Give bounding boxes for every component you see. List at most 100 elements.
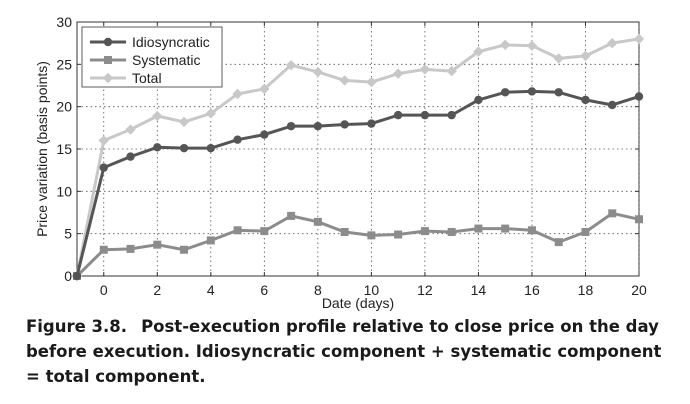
data-point-idiosyncratic — [99, 163, 108, 172]
y-tick-label: 30 — [56, 14, 72, 30]
y-tick-label: 25 — [56, 56, 72, 72]
data-point-systematic — [554, 238, 563, 247]
data-series — [71, 33, 645, 282]
x-tick-label: 8 — [314, 282, 322, 298]
data-point-systematic — [126, 244, 135, 253]
data-point-total — [580, 50, 591, 62]
data-point-total — [178, 116, 190, 128]
x-tick-label: 6 — [260, 282, 268, 298]
x-tick-label: 0 — [100, 282, 108, 298]
series-idiosyncratic — [72, 87, 644, 281]
data-point-systematic — [608, 209, 617, 218]
series-total — [71, 33, 645, 282]
data-point-systematic — [153, 240, 162, 249]
series-line-total — [75, 37, 640, 277]
data-point-systematic — [394, 230, 403, 239]
data-point-idiosyncratic — [554, 88, 563, 97]
data-point-idiosyncratic — [500, 88, 510, 97]
x-tick-label: 14 — [471, 282, 487, 298]
caption-figure-number: Figure 3.8. — [26, 317, 128, 336]
data-point-total — [259, 83, 270, 95]
data-point-total — [607, 37, 618, 49]
data-point-total — [152, 110, 163, 122]
data-point-total — [499, 39, 511, 51]
figure-caption: Figure 3.8. Post-execution profile relati… — [26, 314, 666, 389]
data-point-systematic — [635, 215, 643, 224]
data-point-idiosyncratic — [393, 110, 403, 120]
data-point-idiosyncratic — [126, 152, 135, 161]
legend: Idiosyncratic Systematic Total — [81, 26, 223, 88]
data-point-idiosyncratic — [72, 271, 82, 281]
y-tick-label: 0 — [64, 268, 72, 284]
x-tick-label: 16 — [524, 282, 540, 298]
x-tick-label: 10 — [364, 282, 380, 298]
data-point-systematic — [581, 227, 590, 236]
data-point-total — [312, 66, 324, 78]
data-point-systematic — [287, 211, 296, 220]
data-point-systematic — [340, 227, 349, 236]
series-line-systematic — [75, 211, 640, 278]
data-point-idiosyncratic — [447, 110, 456, 120]
x-tick-label: 12 — [417, 282, 433, 298]
data-point-total — [285, 59, 297, 71]
legend-marker-total — [102, 72, 114, 84]
data-point-idiosyncratic — [313, 121, 323, 131]
data-point-idiosyncratic — [206, 143, 216, 153]
data-point-systematic — [527, 226, 536, 235]
x-axis-label: Date (days) — [322, 295, 394, 311]
data-point-systematic — [367, 231, 376, 240]
y-tick-label: 10 — [56, 183, 72, 199]
data-point-total — [98, 135, 109, 146]
data-point-idiosyncratic — [608, 100, 617, 110]
data-point-total — [366, 76, 377, 88]
y-tick-label: 20 — [56, 99, 72, 115]
data-point-idiosyncratic — [233, 135, 242, 144]
data-point-total — [339, 75, 350, 86]
y-tick-label: 5 — [64, 226, 72, 242]
legend-label-idiosyncratic: Idiosyncratic — [132, 34, 210, 50]
caption-text: Post-execution profile relative to close… — [26, 317, 662, 386]
data-point-total — [526, 40, 538, 51]
legend-label-systematic: Systematic — [132, 52, 200, 68]
data-point-systematic — [260, 227, 269, 236]
data-point-total — [232, 88, 243, 100]
data-point-idiosyncratic — [527, 87, 537, 96]
data-point-idiosyncratic — [179, 143, 189, 153]
y-tick-label: 15 — [56, 141, 72, 157]
legend-marker-systematic — [104, 56, 112, 64]
data-point-systematic — [447, 227, 456, 236]
data-point-systematic — [206, 236, 215, 245]
data-point-idiosyncratic — [634, 92, 644, 101]
data-point-idiosyncratic — [286, 121, 296, 131]
data-point-idiosyncratic — [420, 110, 430, 120]
series-line-idiosyncratic — [75, 89, 640, 277]
series-systematic — [73, 209, 643, 280]
y-axis-label: Price variation (basis points) — [34, 61, 50, 237]
data-point-idiosyncratic — [153, 143, 162, 152]
data-point-idiosyncratic — [260, 130, 269, 139]
data-point-systematic — [313, 217, 322, 226]
legend-marker-idiosyncratic — [103, 37, 113, 47]
x-tick-label: 18 — [578, 282, 594, 298]
data-point-idiosyncratic — [367, 119, 376, 128]
axis-ticks: 0 2 4 6 8 10 12 14 16 18 20 0 5 10 15 20 25 30 — [56, 14, 647, 298]
x-tick-label: 2 — [153, 282, 161, 298]
data-point-idiosyncratic — [340, 120, 349, 129]
line-chart: 0 2 4 6 8 10 12 14 16 18 20 0 5 10 15 20 25 30 Idiosyncra… — [34, 14, 647, 311]
x-tick-label: 4 — [207, 282, 215, 298]
data-point-systematic — [99, 245, 108, 254]
data-point-total — [125, 124, 136, 135]
data-point-total — [419, 64, 431, 75]
data-point-total — [473, 46, 484, 57]
data-point-systematic — [420, 227, 429, 236]
data-point-total — [205, 108, 217, 119]
data-point-total — [392, 68, 404, 79]
data-point-systematic — [180, 245, 189, 254]
x-tick-label: 20 — [631, 282, 647, 298]
data-point-total — [446, 65, 457, 77]
data-point-systematic — [501, 224, 510, 233]
data-point-idiosyncratic — [581, 95, 590, 105]
data-point-total — [633, 33, 645, 45]
data-point-total — [553, 53, 564, 64]
data-point-idiosyncratic — [474, 95, 483, 105]
